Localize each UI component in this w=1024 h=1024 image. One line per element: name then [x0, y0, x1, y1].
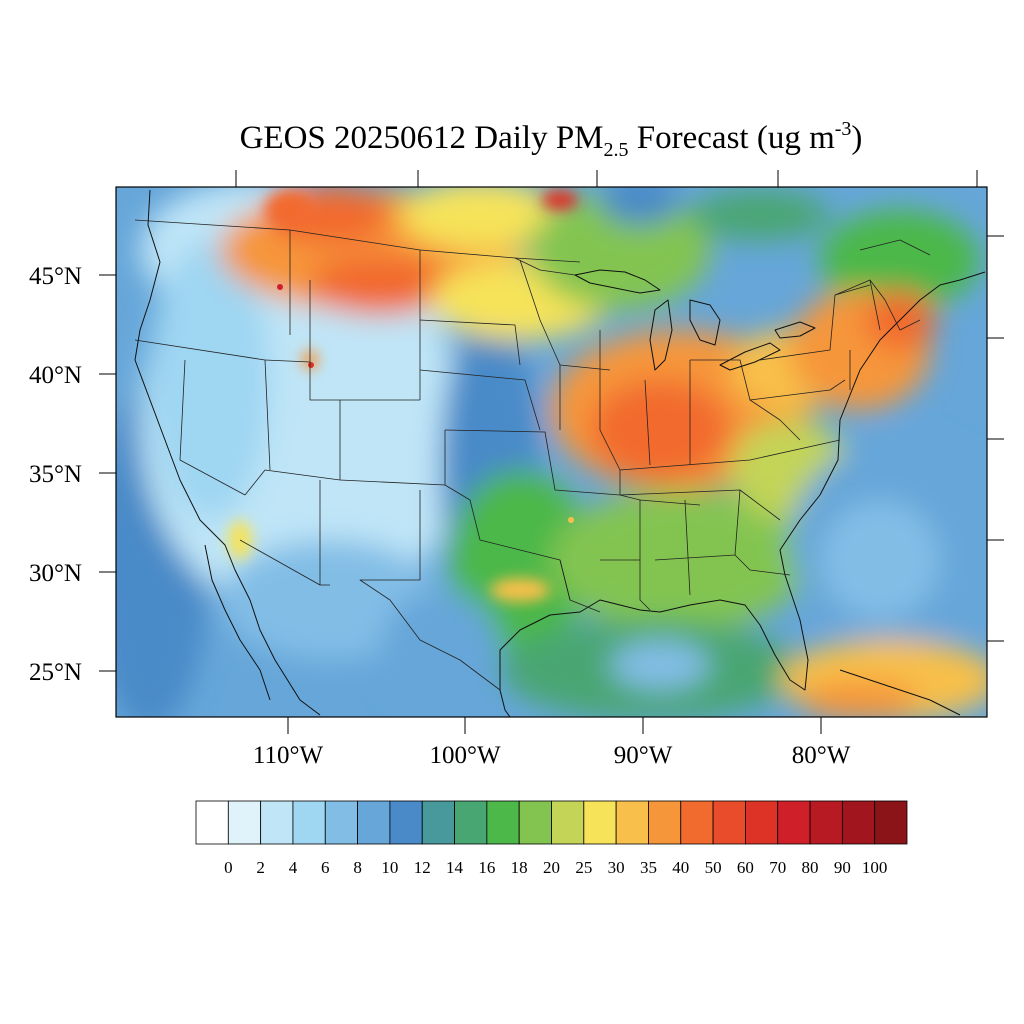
- colorbar-label-90: 90: [834, 858, 851, 877]
- colorbar-box-1: [227, 800, 262, 845]
- colorbar: [195, 800, 908, 845]
- latitude-labels: 45°N 40°N 35°N 30°N 25°N: [29, 263, 82, 686]
- colorbar-label-100: 100: [862, 858, 888, 877]
- colorbar-label-70: 70: [769, 858, 786, 877]
- colorbar-label-40: 40: [672, 858, 689, 877]
- colorbar-box-17: [745, 800, 779, 845]
- colorbar-label-10: 10: [381, 858, 398, 877]
- colorbar-box-4: [324, 800, 358, 845]
- colorbar-box-14: [648, 800, 682, 845]
- colorbar-box-9: [486, 800, 520, 845]
- left-tick-marks: [99, 274, 116, 672]
- colorbar-box-20: [841, 800, 876, 845]
- colorbar-label-50: 50: [705, 858, 722, 877]
- colorbar-label-12: 12: [414, 858, 431, 877]
- lat-label-30: 30°N: [29, 560, 82, 587]
- colorbar-label-20: 20: [543, 858, 560, 877]
- lat-label-35: 35°N: [29, 461, 82, 488]
- colorbar-label-8: 8: [353, 858, 362, 877]
- colorbar-box-15: [680, 800, 714, 845]
- colorbar-box-0: [195, 800, 229, 845]
- pm25-field: [116, 187, 987, 717]
- colorbar-box-2: [260, 800, 294, 845]
- colorbar-box-8: [454, 800, 488, 845]
- colorbar-box-11: [551, 800, 585, 845]
- bottom-tick-marks: [287, 717, 822, 734]
- lon-label-110w: 110°W: [253, 742, 324, 769]
- colorbar-box-13: [615, 800, 649, 845]
- map-frame: [115, 186, 988, 718]
- colorbar-box-5: [357, 800, 391, 845]
- colorbar-box-7: [421, 800, 455, 845]
- longitude-labels: 110°W 100°W 90°W 80°W: [253, 742, 851, 769]
- colorbar-label-60: 60: [737, 858, 754, 877]
- colorbar-label-2: 2: [256, 858, 265, 877]
- colorbar-label-4: 4: [289, 858, 298, 877]
- colorbar-label-16: 16: [478, 858, 495, 877]
- colorbar-box-19: [809, 800, 843, 845]
- colorbar-box-21: [874, 800, 908, 845]
- top-tick-marks: [235, 170, 978, 187]
- colorbar-labels: 0 2 4 6 8 10 12 14 16 18 20 25 30 35 40 50 60 70 80 90 100: [224, 858, 887, 877]
- lat-label-45: 45°N: [29, 263, 82, 290]
- colorbar-label-80: 80: [802, 858, 819, 877]
- lon-label-100w: 100°W: [429, 742, 500, 769]
- colorbar-label-35: 35: [640, 858, 657, 877]
- colorbar-box-12: [583, 800, 617, 845]
- map-title: GEOS 20250612 Daily PM2.5 Forecast (ug m…: [240, 118, 863, 161]
- colorbar-label-25: 25: [575, 858, 592, 877]
- colorbar-box-16: [712, 800, 746, 845]
- colorbar-label-30: 30: [608, 858, 625, 877]
- colorbar-label-0: 0: [224, 858, 233, 877]
- right-tick-marks: [987, 235, 1004, 642]
- lon-label-90w: 90°W: [614, 742, 673, 769]
- colorbar-label-14: 14: [446, 858, 464, 877]
- colorbar-box-3: [292, 800, 326, 845]
- colorbar-box-6: [389, 800, 423, 845]
- lon-label-80w: 80°W: [792, 742, 851, 769]
- lat-label-25: 25°N: [29, 659, 82, 686]
- colorbar-label-6: 6: [321, 858, 330, 877]
- colorbar-label-18: 18: [511, 858, 528, 877]
- lat-label-40: 40°N: [29, 362, 82, 389]
- colorbar-box-18: [777, 800, 811, 845]
- colorbar-box-10: [518, 800, 552, 845]
